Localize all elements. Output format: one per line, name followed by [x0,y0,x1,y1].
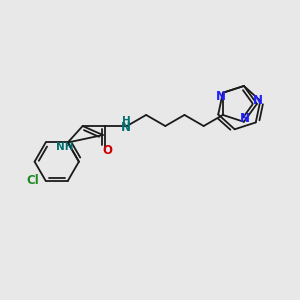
Text: Cl: Cl [26,174,39,187]
Text: H: H [122,116,131,126]
Text: N: N [122,121,131,134]
Text: N: N [253,94,262,107]
Text: N: N [239,112,250,125]
Text: NH: NH [56,142,74,152]
Text: N: N [215,90,226,103]
Text: O: O [102,144,112,157]
